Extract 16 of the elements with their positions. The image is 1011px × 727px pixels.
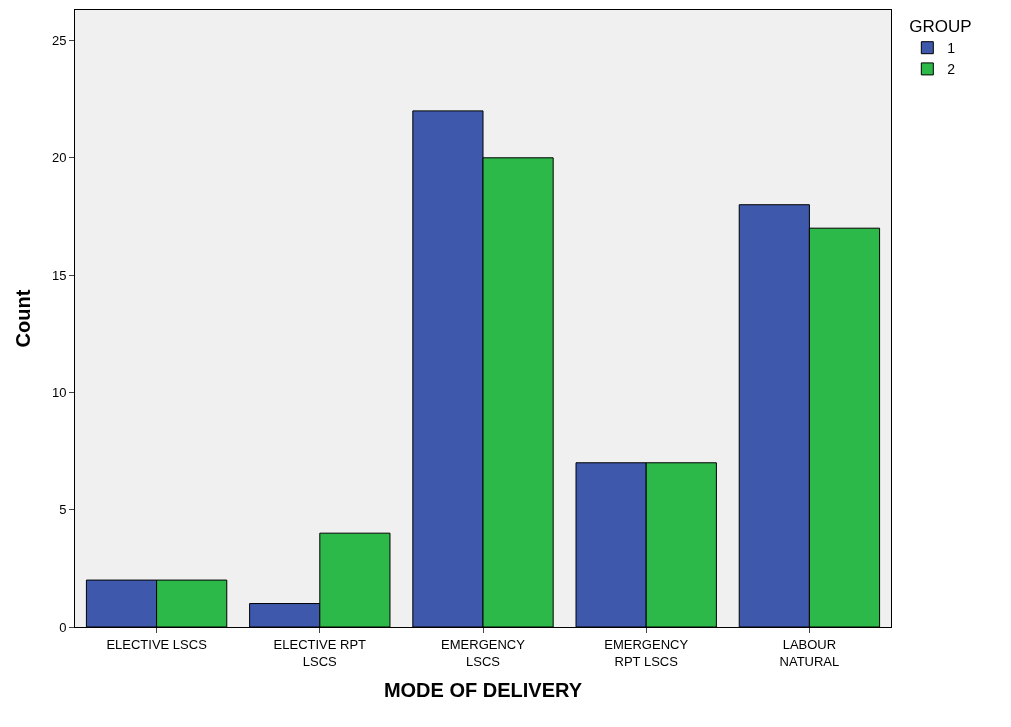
y-tick-label: 0	[59, 619, 67, 635]
y-tick-label: 15	[51, 267, 67, 283]
legend-label: 1	[947, 40, 956, 57]
x-tick-label: ELECTIVE LSCS	[106, 636, 208, 652]
legend-title: GROUP	[909, 17, 972, 37]
x-tick-label: EMERGENCY LSCS	[441, 636, 526, 669]
x-tick-label: LABOUR NATURAL	[779, 636, 840, 669]
legend-label: 2	[947, 61, 956, 78]
y-tick-label: 5	[59, 502, 67, 518]
y-tick-label: 25	[51, 33, 67, 49]
x-tick-label: EMERGENCY RPT LSCS	[604, 636, 689, 669]
y-tick-label: 20	[51, 150, 67, 166]
x-tick-label: ELECTIVE RPT LSCS	[273, 636, 367, 669]
y-tick-label: 10	[51, 384, 67, 400]
y-axis-title: Count	[12, 289, 35, 348]
x-axis-title: MODE OF DELIVERY	[383, 679, 583, 701]
